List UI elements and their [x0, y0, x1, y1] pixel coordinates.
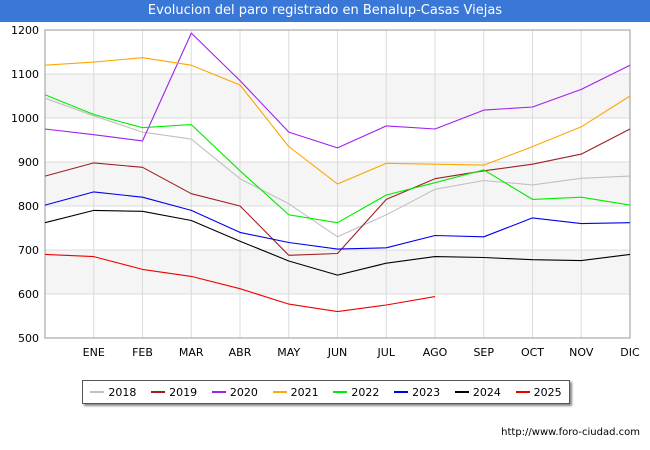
legend-swatch: [515, 391, 530, 393]
x-tick-label: DIC: [620, 346, 640, 359]
x-tick-label: MAY: [277, 346, 300, 359]
series-line-2018: [44, 97, 631, 238]
y-tick-label: 500: [18, 332, 39, 345]
legend-item-2024: 2024: [454, 385, 501, 399]
legend-label: 2021: [290, 385, 319, 399]
y-tick-label: 1200: [11, 24, 39, 37]
series-line-2025: [44, 253, 436, 313]
x-tick-label: NOV: [569, 346, 594, 359]
legend-label: 2019: [169, 385, 198, 399]
y-tick-label: 600: [18, 288, 39, 301]
source-url: http://www.foro-ciudad.com: [501, 427, 640, 438]
legend-label: 2024: [472, 385, 501, 399]
y-tick-label: 900: [18, 156, 39, 169]
series-line-2020: [44, 32, 631, 149]
series-line-2021: [44, 57, 631, 185]
x-tick-label: FEB: [132, 346, 153, 359]
y-tick-label: 800: [18, 200, 39, 213]
chart-legend: 2018 2019 2020 2021 2022 2023 2024 2025: [82, 380, 570, 404]
legend-item-2023: 2023: [394, 386, 440, 399]
series-line-2023: [44, 191, 631, 250]
legend-item-2018: 2018: [90, 386, 136, 399]
legend-item-2025: 2025: [515, 385, 562, 399]
x-tick-label: MAR: [179, 346, 204, 359]
legend-item-2019: 2019: [151, 386, 197, 399]
y-tick-label: 1000: [11, 112, 39, 125]
x-tick-label: AGO: [423, 346, 448, 359]
legend-swatch: [394, 391, 409, 393]
legend-item-2022: 2022: [333, 386, 379, 399]
x-tick-label: OCT: [521, 346, 544, 359]
legend-label: 2023: [412, 385, 441, 399]
x-tick-label: SEP: [473, 346, 494, 359]
legend-swatch: [90, 391, 105, 393]
x-tick-label: ENE: [83, 346, 105, 359]
legend-swatch: [151, 391, 166, 393]
legend-swatch: [454, 391, 469, 393]
plot-border: [44, 29, 631, 339]
legend-label: 2018: [108, 385, 137, 399]
legend-item-2021: 2021: [272, 385, 319, 399]
legend-label: 2022: [351, 385, 380, 399]
x-tick-label: ABR: [229, 346, 252, 359]
x-tick-label: JUN: [327, 346, 348, 359]
y-tick-label: 1100: [11, 68, 39, 81]
legend-swatch: [211, 391, 226, 393]
series-line-2019: [44, 128, 631, 256]
legend-item-2020: 2020: [211, 385, 258, 399]
y-tick-label: 700: [18, 244, 39, 257]
series-line-2024: [44, 209, 631, 276]
legend-label: 2020: [229, 385, 258, 399]
x-tick-label: JUL: [377, 346, 396, 359]
legend-label: 2025: [533, 385, 562, 399]
chart-title: Evolucion del paro registrado en Benalup…: [0, 0, 650, 22]
legend-swatch: [272, 391, 287, 393]
line-chart: 500 600 700 800 900 1000 1100 1200 ENE FEB MAR ABR M…: [11, 24, 640, 359]
series-line-2022: [44, 94, 631, 224]
legend-swatch: [333, 391, 348, 393]
